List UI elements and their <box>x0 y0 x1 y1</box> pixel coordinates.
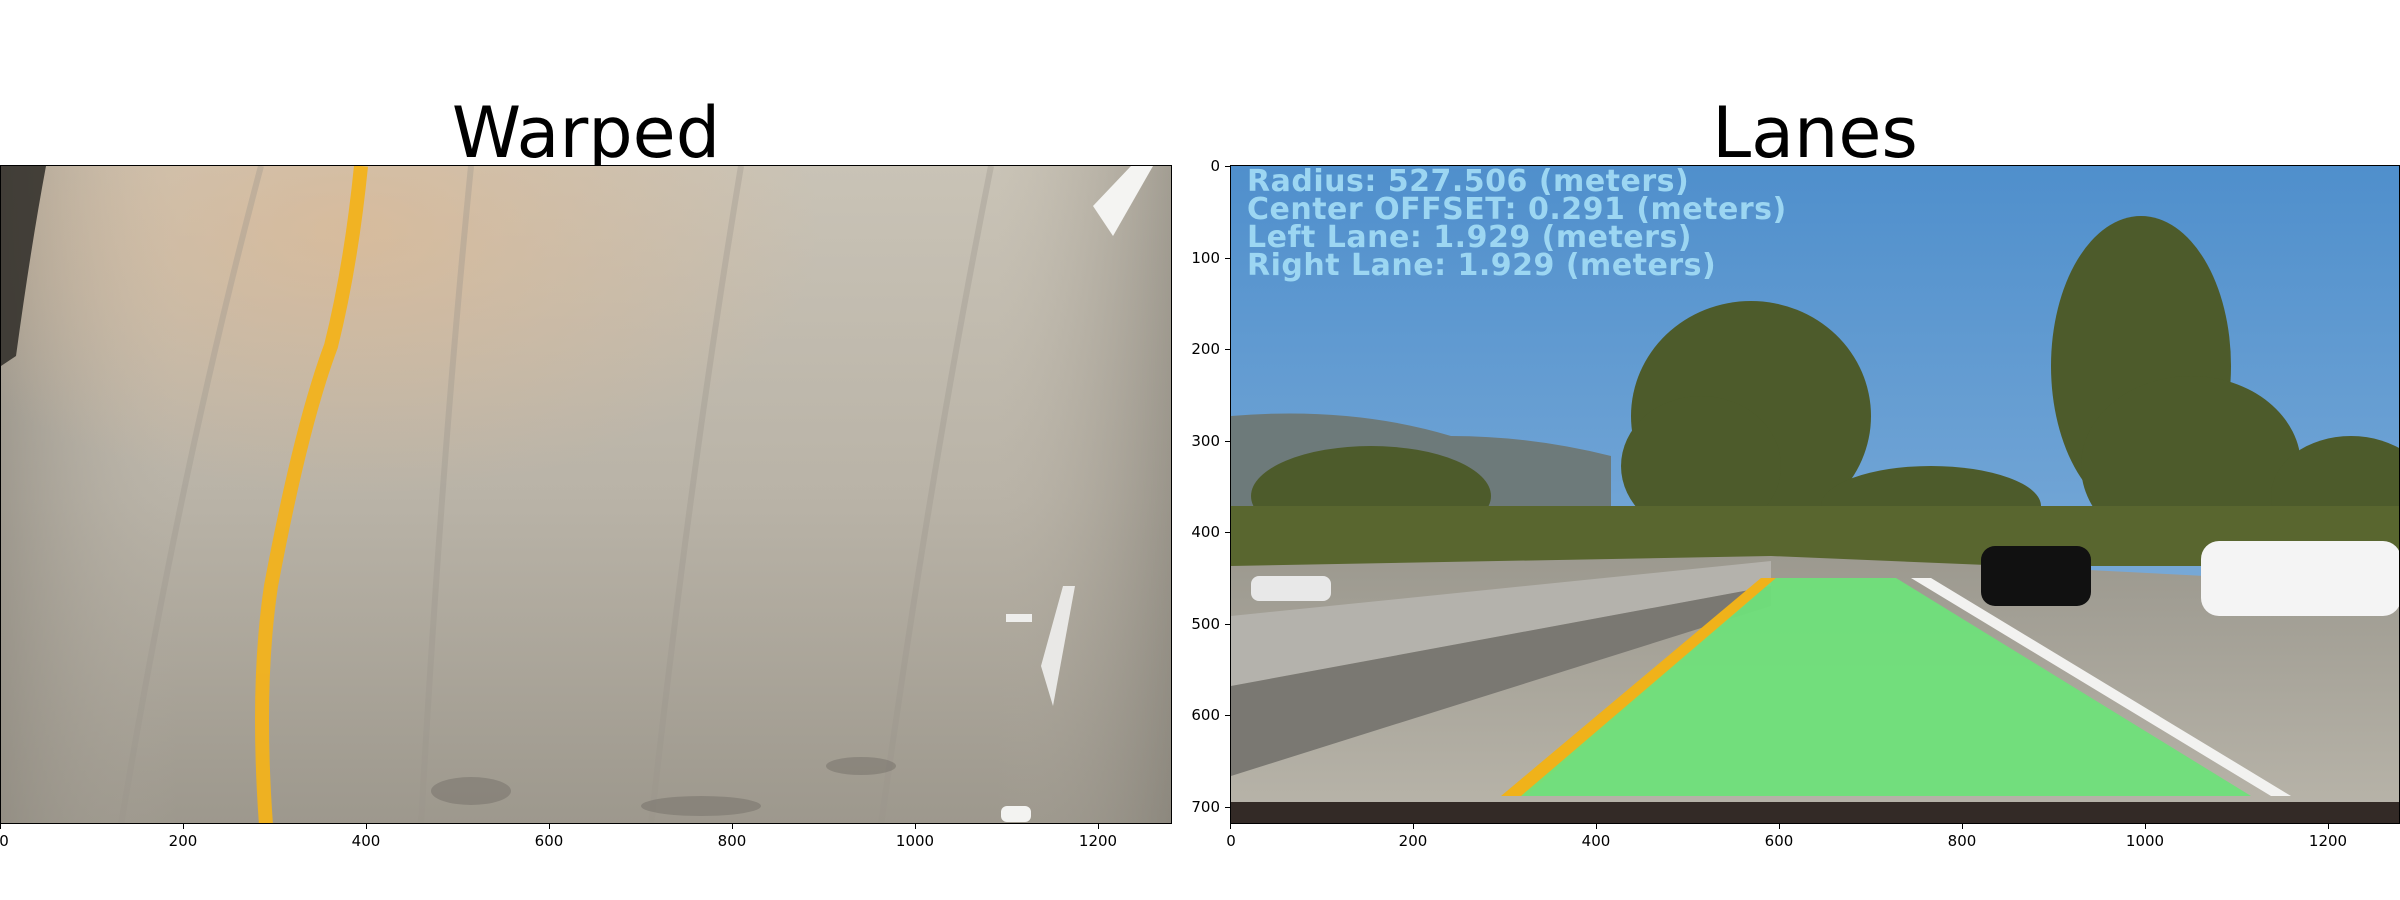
left-lane-readout: Left Lane: 1.929 (meters) <box>1247 220 1693 255</box>
lanes-y-tick-label: 600 <box>1191 706 1220 724</box>
lanes-x-tick-label: 0 <box>1226 832 1236 850</box>
lanes-y-tick-label: 300 <box>1191 432 1220 450</box>
right-lane-readout: Right Lane: 1.929 (meters) <box>1247 248 1717 283</box>
lanes-y-tick-mark <box>1225 807 1230 808</box>
lanes-y-tick-mark <box>1225 715 1230 716</box>
lanes-x-tick-mark <box>1596 824 1597 829</box>
lanes-x-tick-label: 1000 <box>2125 832 2165 850</box>
lanes-y-tick-label: 400 <box>1191 523 1220 541</box>
warped-x-tick-label: 800 <box>717 832 747 850</box>
lanes-y-tick-mark <box>1225 258 1230 259</box>
lane-metrics-overlay: Radius: 527.506 (meters) Center OFFSET: … <box>1247 164 1787 283</box>
lanes-road-picture <box>1231 166 2399 823</box>
lanes-x-tick-mark <box>1962 824 1963 829</box>
lanes-x-tick-label: 200 <box>1398 832 1428 850</box>
warped-title: Warped <box>451 92 721 174</box>
warped-x-tick-mark <box>915 824 916 829</box>
lanes-x-tick-mark <box>1779 824 1780 829</box>
lanes-y-tick-label: 100 <box>1191 249 1220 267</box>
lanes-y-tick-mark <box>1225 532 1230 533</box>
lanes-y-tick-mark <box>1225 624 1230 625</box>
lanes-x-tick-mark <box>1230 824 1231 829</box>
warped-x-tick-mark <box>549 824 550 829</box>
warped-x-tick-label: 1200 <box>1078 832 1118 850</box>
warped-x-tick-mark <box>732 824 733 829</box>
warped-image <box>0 165 1172 824</box>
warped-road-picture <box>1 166 1171 823</box>
lanes-y-tick-label: 200 <box>1191 340 1220 358</box>
lanes-image <box>1230 165 2400 824</box>
lanes-x-tick-mark <box>1413 824 1414 829</box>
lanes-title: Lanes <box>1712 92 1918 174</box>
lanes-y-tick-label: 700 <box>1191 798 1220 816</box>
warped-x-tick-mark <box>0 824 1 829</box>
warped-x-tick-label: 400 <box>351 832 381 850</box>
warped-x-tick-mark <box>183 824 184 829</box>
radius-readout: Radius: 527.506 (meters) <box>1247 164 1690 199</box>
lanes-x-tick-mark <box>2328 824 2329 829</box>
warped-x-tick-mark <box>366 824 367 829</box>
lanes-y-tick-mark <box>1225 166 1230 167</box>
lanes-x-tick-mark <box>2145 824 2146 829</box>
warped-x-tick-label: 200 <box>168 832 198 850</box>
lanes-y-tick-mark <box>1225 349 1230 350</box>
warped-x-tick-label: 0 <box>0 832 9 850</box>
warped-x-tick-label: 1000 <box>895 832 935 850</box>
lanes-x-tick-label: 800 <box>1947 832 1977 850</box>
lanes-y-tick-label: 500 <box>1191 615 1220 633</box>
center-offset-readout: Center OFFSET: 0.291 (meters) <box>1247 192 1787 227</box>
lanes-x-tick-label: 600 <box>1764 832 1794 850</box>
warped-x-tick-label: 600 <box>534 832 564 850</box>
lanes-y-tick-label: 0 <box>1210 157 1220 175</box>
lanes-y-tick-mark <box>1225 441 1230 442</box>
lanes-x-tick-label: 1200 <box>2308 832 2348 850</box>
warped-x-tick-mark <box>1098 824 1099 829</box>
lanes-x-tick-label: 400 <box>1581 832 1611 850</box>
